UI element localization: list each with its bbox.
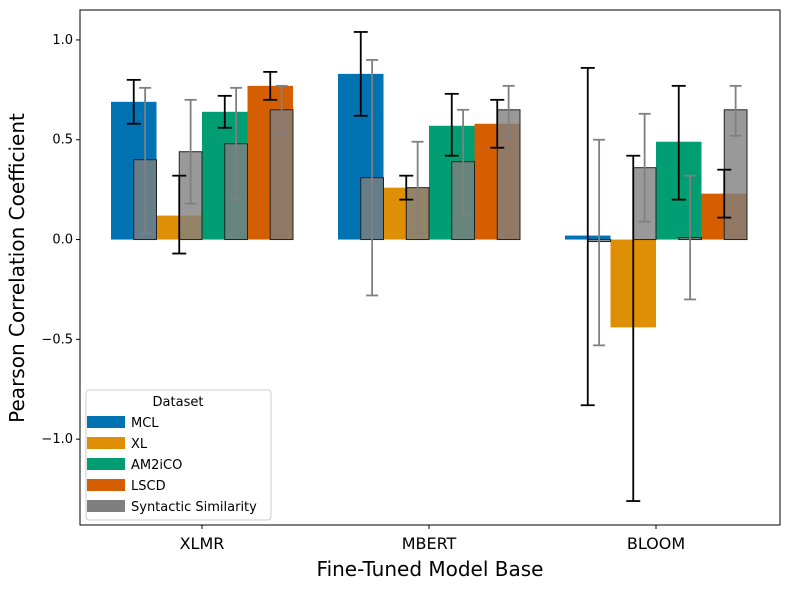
y-tick-label: 1.0 bbox=[52, 33, 73, 48]
error-bar-am2ico bbox=[671, 84, 686, 201]
error-bar-xl bbox=[172, 174, 187, 255]
y-ticks: −1.0 −0.5 0.0 0.5 1.0 bbox=[41, 33, 80, 447]
error-bar-syntactic-similarity bbox=[593, 138, 606, 347]
legend-label: AM2iCO bbox=[131, 458, 182, 473]
error-bar-mcl bbox=[353, 31, 368, 117]
y-tick-label: −0.5 bbox=[41, 332, 73, 347]
legend-frame bbox=[85, 389, 272, 521]
error-bar-syntactic-similarity bbox=[457, 108, 470, 217]
error-bar-lscd bbox=[490, 98, 505, 149]
legend-label: LSCD bbox=[131, 479, 166, 494]
legend-swatch bbox=[87, 458, 125, 470]
error-bar-am2ico bbox=[217, 94, 232, 129]
x-axis-title: Fine-Tuned Model Base bbox=[317, 557, 544, 581]
error-bar-syntactic-similarity bbox=[184, 98, 197, 205]
legend-swatch bbox=[87, 479, 125, 491]
y-tick-label: 0.0 bbox=[52, 233, 73, 248]
error-bar-am2ico bbox=[444, 92, 459, 157]
legend-label: XL bbox=[131, 437, 148, 452]
legend: Dataset MCL XL AM2iCO LSCD Syntactic Similar… bbox=[85, 389, 272, 521]
error-bar-lscd bbox=[717, 168, 732, 219]
legend-label: MCL bbox=[131, 416, 159, 431]
error-bar-lscd bbox=[263, 70, 278, 101]
y-tick-label: −1.0 bbox=[41, 432, 73, 447]
legend-swatch bbox=[87, 500, 125, 512]
bars-layer bbox=[111, 31, 748, 502]
error-bar-syntactic-similarity bbox=[502, 84, 515, 137]
error-bar-mcl bbox=[580, 66, 595, 407]
y-axis-title: Pearson Correlation Coefficient bbox=[5, 113, 29, 423]
error-bar-syntactic-similarity bbox=[684, 174, 697, 301]
legend-label: Syntactic Similarity bbox=[131, 500, 257, 515]
error-bar-syntactic-similarity bbox=[230, 86, 243, 201]
y-tick-label: 0.5 bbox=[52, 133, 73, 148]
error-bar-syntactic-similarity bbox=[139, 86, 152, 235]
error-bar-xl bbox=[399, 174, 414, 201]
error-bar-xl bbox=[626, 154, 641, 502]
error-bar-mcl bbox=[126, 78, 141, 125]
legend-swatch bbox=[87, 437, 125, 449]
legend-swatch bbox=[87, 416, 125, 428]
x-tick-label: BLOOM bbox=[627, 534, 685, 553]
x-tick-label: XLMR bbox=[180, 534, 225, 553]
error-bar-syntactic-similarity bbox=[729, 84, 742, 137]
error-bar-syntactic-similarity bbox=[638, 112, 651, 223]
error-bar-syntactic-similarity bbox=[275, 84, 288, 135]
error-bar-syntactic-similarity bbox=[411, 140, 424, 235]
x-tick-label: MBERT bbox=[402, 534, 457, 553]
legend-entries: MCL XL AM2iCO LSCD Syntactic Similarity bbox=[87, 416, 257, 515]
error-bar-syntactic-similarity bbox=[366, 59, 379, 297]
x-ticks: XLMR MBERT BLOOM bbox=[180, 525, 685, 553]
legend-title: Dataset bbox=[153, 395, 204, 410]
